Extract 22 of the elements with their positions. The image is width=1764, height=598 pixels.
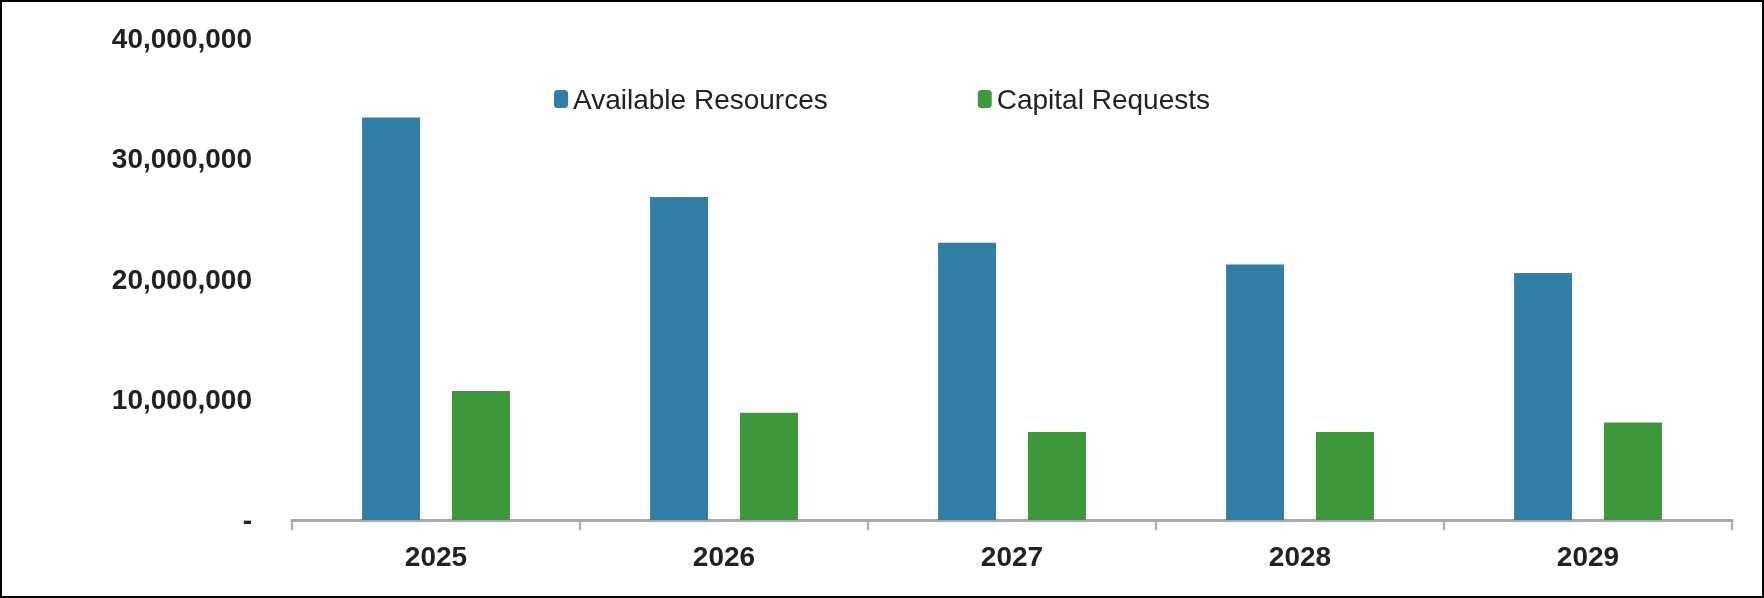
bar [1315,432,1374,520]
y-tick-label: 20,000,000 [111,263,252,295]
legend-label: Available Resources [573,83,828,115]
bar [451,391,510,520]
bar [1226,264,1285,520]
x-tick-label: 2025 [404,540,468,572]
y-tick-label: 10,000,000 [111,384,252,415]
bar [739,412,798,520]
x-tick-label: 2027 [980,540,1044,572]
x-tick-label: 2029 [1556,540,1620,572]
legend-label: Capital Requests [996,83,1210,115]
bar [938,242,997,520]
bar [1027,432,1086,520]
y-tick-label: 30,000,000 [111,143,252,174]
x-tick-label: 2028 [1268,540,1332,572]
bar [1514,272,1573,520]
y-tick-label: 40,000,000 [111,22,252,54]
x-tick-label: 2026 [692,540,756,572]
bar [362,117,421,520]
y-tick-label: - [242,504,252,536]
bar [1603,422,1662,520]
bar [650,197,709,520]
